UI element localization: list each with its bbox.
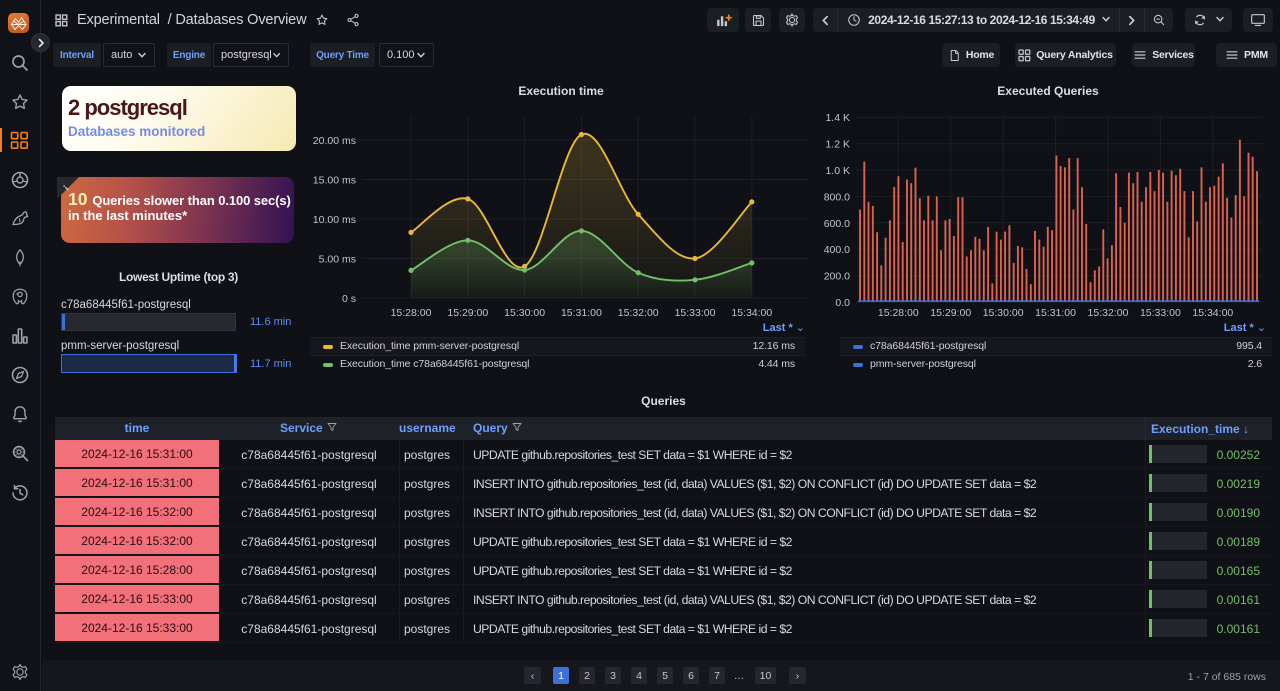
- svg-text:15:31:00: 15:31:00: [561, 307, 602, 319]
- svg-text:15:34:00: 15:34:00: [1192, 307, 1233, 319]
- svg-text:20.00 ms: 20.00 ms: [313, 135, 356, 147]
- svg-text:600.0: 600.0: [824, 218, 850, 230]
- svg-text:15:31:00: 15:31:00: [1035, 307, 1076, 319]
- svg-text:10.00 ms: 10.00 ms: [313, 214, 356, 226]
- svg-text:5.00 ms: 5.00 ms: [319, 254, 356, 266]
- svg-text:800.0: 800.0: [824, 191, 850, 203]
- svg-text:15:34:00: 15:34:00: [731, 307, 772, 319]
- svg-text:15:30:00: 15:30:00: [504, 307, 545, 319]
- svg-text:1.4 K: 1.4 K: [825, 112, 850, 124]
- svg-text:200.0: 200.0: [824, 271, 850, 283]
- svg-text:15.00 ms: 15.00 ms: [313, 175, 356, 187]
- svg-text:15:32:00: 15:32:00: [618, 307, 659, 319]
- svg-text:0.0: 0.0: [835, 297, 850, 309]
- svg-text:15:33:00: 15:33:00: [675, 307, 716, 319]
- svg-text:15:32:00: 15:32:00: [1088, 307, 1129, 319]
- svg-text:1.2 K: 1.2 K: [825, 139, 850, 151]
- svg-text:15:29:00: 15:29:00: [447, 307, 488, 319]
- svg-text:15:28:00: 15:28:00: [391, 307, 432, 319]
- svg-text:0 s: 0 s: [342, 293, 356, 305]
- svg-text:15:28:00: 15:28:00: [878, 307, 919, 319]
- svg-text:15:33:00: 15:33:00: [1140, 307, 1181, 319]
- svg-text:1.0 K: 1.0 K: [825, 165, 850, 177]
- svg-text:15:30:00: 15:30:00: [983, 307, 1024, 319]
- svg-text:15:29:00: 15:29:00: [930, 307, 971, 319]
- svg-text:400.0: 400.0: [824, 244, 850, 256]
